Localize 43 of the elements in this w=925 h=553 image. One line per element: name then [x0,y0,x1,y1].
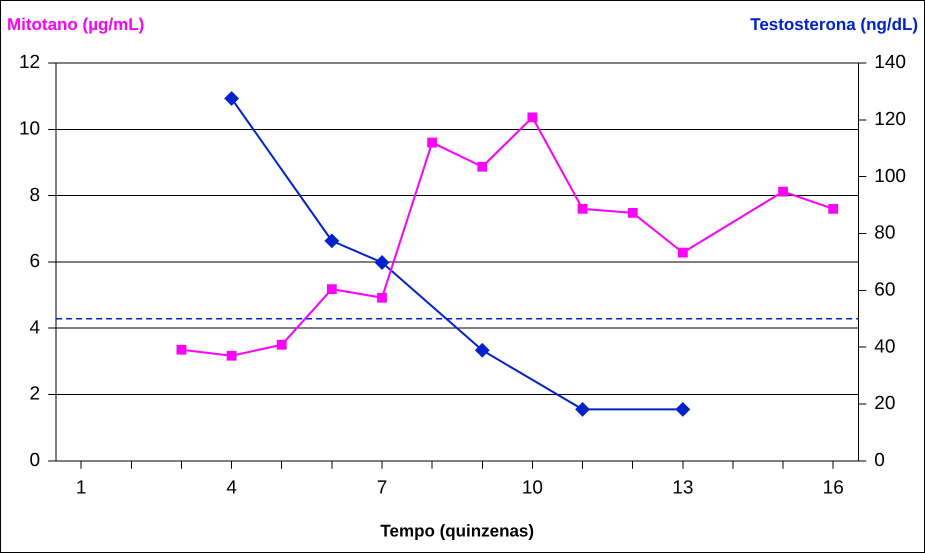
point [224,92,239,106]
y-tick-label: 12 [18,52,40,74]
point [475,343,490,358]
y2-tick-label: 40 [874,336,896,358]
point [676,402,690,416]
point [276,340,287,350]
point [477,162,488,172]
x-tick-label: 4 [226,477,238,498]
point [375,255,390,270]
point [828,204,838,214]
y2-axis-title: Testosterona (ng/dL) [750,15,918,35]
x-tick-label: 7 [376,477,388,498]
point [427,138,438,148]
y-tick-label: 2 [30,384,40,405]
y2-tick-label: 60 [874,280,896,301]
point [628,208,638,218]
y2-tick-label: 0 [874,450,885,472]
point [578,204,588,214]
y-tick-label: 6 [30,251,40,272]
y-tick-label: 10 [18,118,40,140]
y-axis-title: Mitotano (µg/mL) [7,15,144,35]
x-tick-label: 16 [822,477,844,498]
y2-tick-label: 140 [874,52,906,74]
y-tick-label: 4 [30,317,41,338]
x-tick-label: 13 [672,477,694,498]
y2-tick-label: 100 [874,166,906,187]
point [226,350,236,361]
x-tick-label: 1 [76,477,86,498]
y-tick-label: 8 [30,184,40,206]
point [528,112,538,122]
point [176,344,186,355]
x-axis-title: Tempo (quinzenas) [380,521,534,540]
point [324,234,339,248]
point [678,248,688,258]
y2-tick-label: 120 [874,109,906,130]
x-tick-label: 10 [522,477,543,498]
point [778,186,788,197]
point [326,284,337,294]
point [576,402,590,416]
y2-tick-label: 20 [874,393,896,414]
y-tick-label: 0 [30,450,40,472]
point [377,292,387,303]
y2-tick-label: 80 [874,222,896,244]
